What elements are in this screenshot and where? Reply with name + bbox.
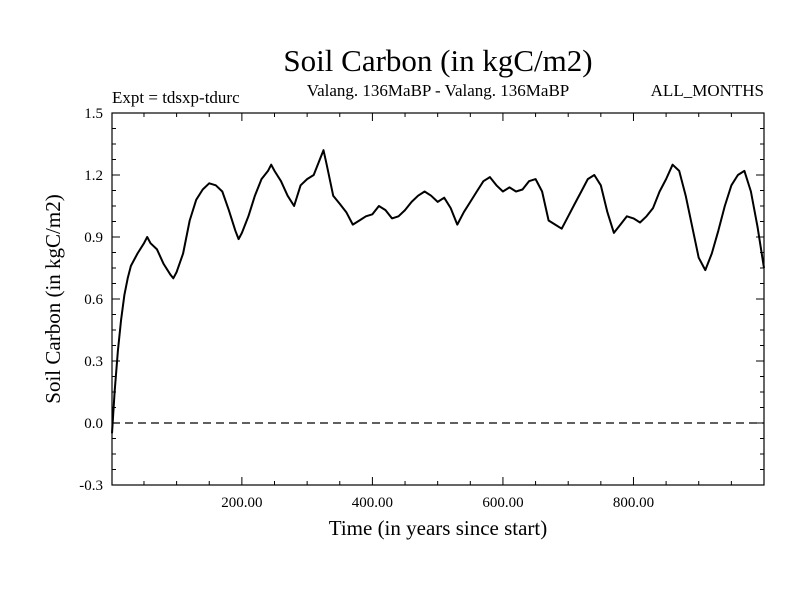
y-tick-label: -0.3 [79, 478, 103, 494]
x-tick-label: 200.00 [221, 495, 262, 511]
y-tick-label: 0.9 [84, 230, 103, 246]
y-tick-label: 1.2 [84, 168, 103, 184]
x-tick-label: 400.00 [352, 495, 393, 511]
y-tick-label: 0.6 [84, 292, 103, 308]
y-axis-label: Soil Carbon (in kgC/m2) [41, 194, 65, 403]
x-tick-label: 600.00 [482, 495, 523, 511]
y-tick-label: 0.0 [84, 416, 103, 432]
experiment-label: Expt = tdsxp-tdurc [112, 88, 240, 107]
chart-title: Soil Carbon (in kgC/m2) [283, 43, 592, 78]
y-tick-label: 0.3 [84, 354, 103, 370]
x-tick-label: 800.00 [613, 495, 654, 511]
y-tick-label: 1.5 [84, 106, 103, 122]
plot-area: -0.3 0.0 0.3 0.6 0.9 1.2 1.5 200.00 400.00 600.00… [79, 106, 765, 511]
x-axis-label: Time (in years since start) [329, 516, 548, 540]
chart-subtitle: Valang. 136MaBP - Valang. 136MaBP [307, 81, 570, 100]
data-series-line [111, 149, 765, 434]
months-label: ALL_MONTHS [651, 81, 764, 100]
